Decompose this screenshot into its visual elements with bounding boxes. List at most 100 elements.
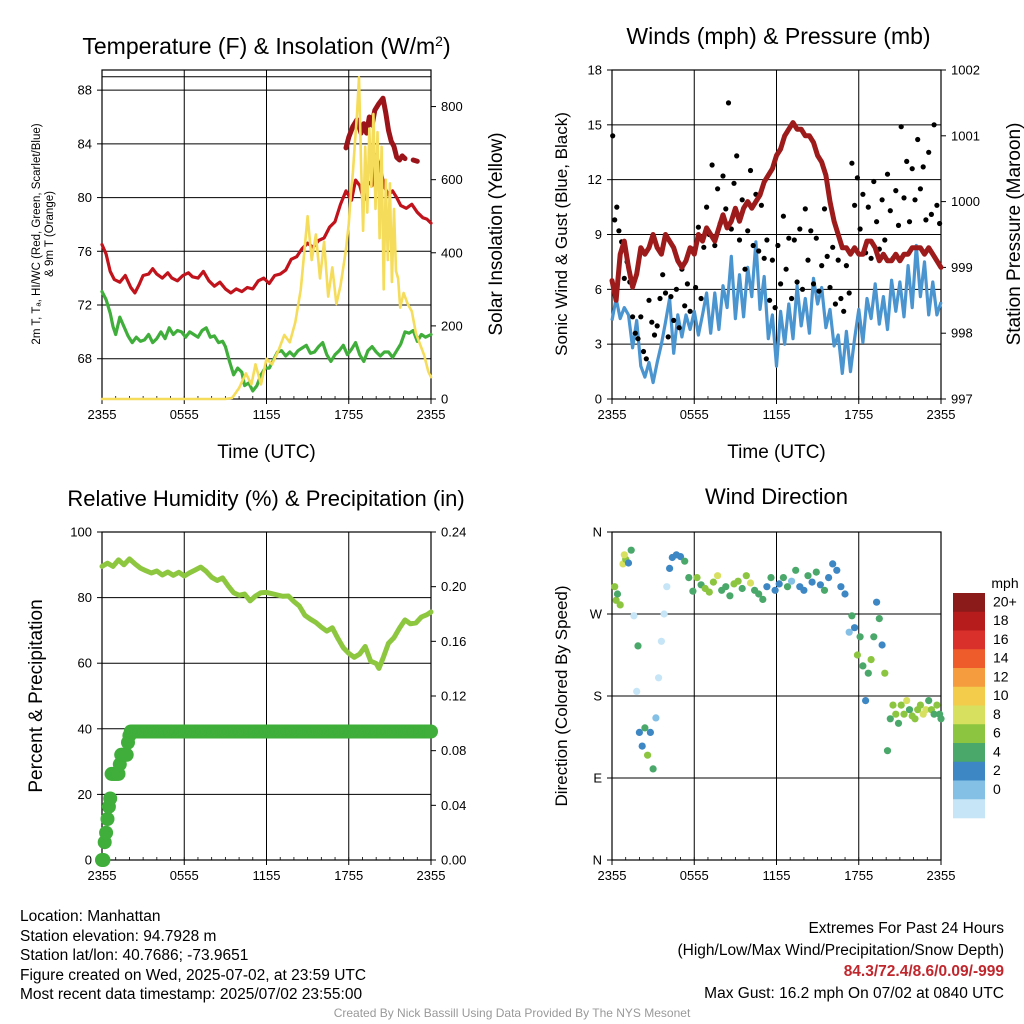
direction-point (889, 701, 897, 709)
wind-gust-point (909, 166, 915, 172)
direction-point (652, 714, 660, 722)
colorbar-swatch-0 (953, 593, 985, 613)
direction-point (922, 706, 930, 714)
extremes-panel: Extremes For Past 24 Hours (High/Low/Max… (678, 918, 1005, 1004)
temp-ytick-label-4: 72 (78, 298, 92, 313)
wind-gust-point (937, 220, 943, 227)
direction-point (845, 628, 853, 636)
station-elevation: Station elevation: 94.7928 m (20, 927, 217, 945)
direction-xtick-label-2: 1155 (763, 868, 791, 883)
wind-gust-point (638, 314, 644, 320)
wind-gust-point (649, 319, 655, 325)
direction-point (633, 687, 641, 696)
direction-xtick-label-4: 2355 (927, 868, 956, 883)
direction-point (783, 583, 792, 591)
colorbar-label-4: 12 (993, 668, 1009, 684)
temp-series-3 (410, 157, 420, 164)
wind-gust-point (632, 330, 638, 336)
wind-gust-point (610, 133, 616, 139)
wind-gust-point (756, 248, 762, 254)
direction-point (881, 669, 889, 677)
direction-point (611, 583, 619, 591)
direction-point (649, 765, 657, 773)
direction-point (681, 557, 689, 565)
direction-point (873, 598, 881, 606)
wind-gust-point (725, 100, 732, 106)
wind-gust-point (665, 334, 671, 340)
wind-gust-point (750, 242, 756, 249)
station-location: Location: Manhattan (20, 908, 161, 925)
wind-ytick-label-6: 0 (595, 392, 602, 407)
wind-gust-point (671, 317, 677, 323)
direction-point (726, 592, 734, 600)
wind-gust-point (693, 284, 699, 291)
colorbar-swatch-3 (953, 649, 985, 669)
precip-point (96, 853, 111, 867)
direction-point (804, 572, 812, 580)
wind-gust-point (635, 336, 641, 342)
direction-point (612, 596, 620, 604)
wind-gust-point (868, 255, 874, 261)
wind-gust-point (854, 175, 861, 181)
direction-point (655, 674, 663, 682)
wind-gust-point (846, 290, 852, 296)
wind-y2tick-label-2: 1000 (951, 194, 980, 209)
temp-title-superscript: 2 (435, 33, 443, 49)
direction-xtick-label-0: 2355 (598, 868, 627, 883)
direction-point (930, 710, 938, 718)
rh-xtick-label-4: 2355 (417, 868, 446, 883)
direction-point (660, 610, 668, 618)
direction-point (641, 724, 649, 732)
direction-point (825, 574, 833, 582)
colorbar-swatch-6 (953, 705, 985, 725)
wind-y2tick-label-1: 1001 (951, 128, 980, 143)
rh-ytick-label-5: 0 (85, 853, 92, 868)
direction-point (755, 590, 763, 598)
wind-gust-point (791, 237, 797, 243)
wind-ylabel-right: Station Pressure (Maroon) (1004, 123, 1024, 346)
max-gust: Max Gust: 16.2 mph On 07/02 at 0840 UTC (704, 984, 1004, 1002)
direction-point (742, 572, 750, 580)
wind-ytick-label-1: 15 (588, 117, 602, 132)
wind-xtick-label-3: 1755 (844, 407, 873, 422)
rh-xtick-label-2: 1155 (253, 868, 281, 883)
wind-gust-point (715, 186, 721, 192)
rh-xtick-label-3: 1755 (334, 868, 363, 883)
wind-gust-point (841, 308, 847, 314)
wind-gust-point (887, 208, 893, 214)
wind-gust-point (895, 222, 902, 228)
wind-gust-point (843, 263, 850, 269)
colorbar-label-0: 20+ (993, 593, 1017, 609)
wind-gust-point (772, 305, 778, 311)
wind-gust-point (764, 237, 770, 243)
colorbar-swatch-1 (953, 611, 985, 631)
wind-gust-point (871, 178, 877, 185)
wind-gust-point (723, 206, 729, 212)
credit-line: Created By Nick Bassill Using Data Provi… (333, 1006, 691, 1020)
wind-gust-point (758, 202, 765, 208)
direction-point (820, 586, 829, 594)
wind-gust-point (805, 257, 811, 263)
extremes-subtitle: (High/Low/Max Wind/Precipitation/Snow De… (677, 941, 1005, 959)
temp-series-4 (100, 76, 433, 401)
temp-ylabel: 2m T, Tₐ, HI/WC (Red, Green, Scarlet/Blu… (31, 123, 43, 344)
colorbar-swatch-11 (953, 799, 985, 819)
wind-gust-point (865, 204, 871, 210)
wind-gust-point (761, 255, 767, 261)
wind-gust-point (720, 173, 726, 179)
direction-point (792, 566, 800, 574)
temp-y2tick-label-1: 200 (441, 318, 463, 333)
temp-ylabel-right: Solar Insolation (Yellow) (486, 132, 507, 335)
wind-gust-point (654, 323, 660, 329)
wind-gust-point (904, 158, 910, 164)
station-info: Location: Manhattan Station elevation: 9… (20, 907, 366, 1005)
direction-point (856, 633, 864, 641)
direction-point (767, 574, 775, 582)
direction-ytick-label-3: E (593, 771, 602, 786)
rh-y2tick-label-6: 0.00 (441, 853, 466, 868)
temp-ytick-label-1: 84 (78, 136, 92, 151)
direction-xtick-label-1: 0555 (680, 868, 709, 883)
extremes-values: 84.3/72.4/8.6/0.09/-999 (843, 963, 1004, 981)
wind-gust-point (736, 237, 743, 243)
colorbar-swatch-4 (953, 668, 985, 688)
